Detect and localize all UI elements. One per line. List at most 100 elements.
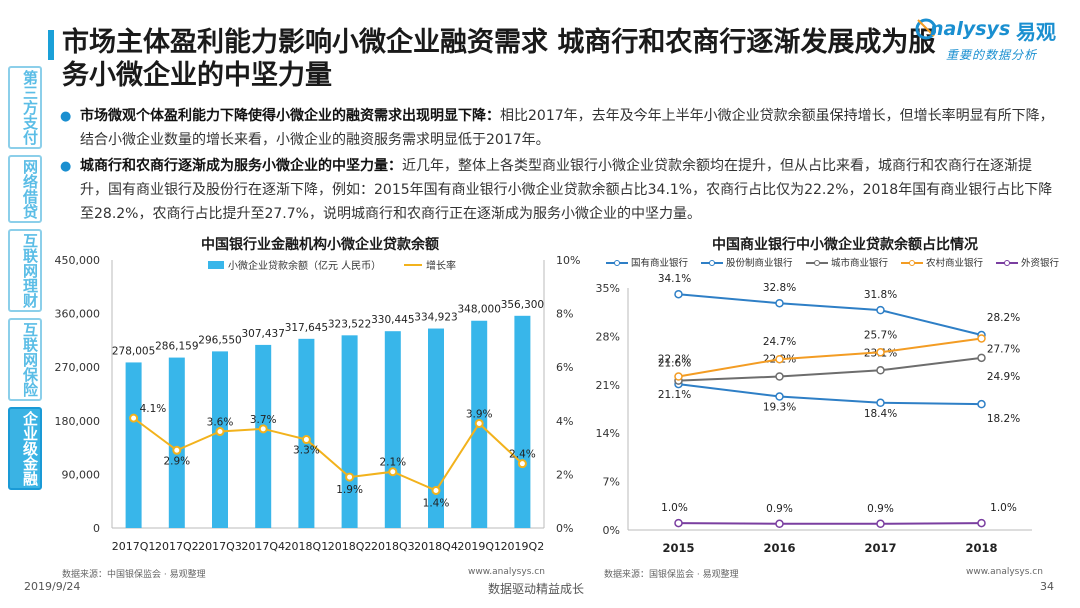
growth-point — [474, 418, 484, 428]
bullet-item: ● 城商行和农商行逐渐成为服务小微企业的中坚力量：近几年，整体上各类型商业银行小微… — [58, 154, 1058, 226]
bar-value-label: 317,645 — [285, 322, 328, 334]
y-tick-label: 7% — [603, 476, 620, 489]
series-value-label: 31.8% — [864, 289, 897, 301]
y-tick-label: 0% — [603, 524, 620, 537]
bullet-heading: 市场微观个体盈利能力下降使得小微企业的融资需求出现明显下降： — [80, 108, 500, 124]
y-tick-label: 270,000 — [55, 361, 101, 374]
series-point — [977, 518, 986, 528]
growth-line — [133, 417, 524, 492]
x-tick-label: 2018 — [965, 541, 997, 555]
legend-marker — [1004, 260, 1010, 266]
growth-value-label: 1.4% — [423, 497, 450, 509]
bar-value-label: 323,522 — [328, 318, 371, 330]
bullet-item: ● 市场微观个体盈利能力下降使得小微企业的融资需求出现明显下降：相比2017年，去… — [58, 104, 1058, 152]
logo-slogan: 重要的数据分析 — [946, 48, 1038, 62]
legend-label: 外资银行 — [1021, 257, 1060, 269]
series-value-label: 22.2% — [658, 354, 691, 366]
x-tick-label: 2017Q4 — [241, 540, 285, 553]
chart2-title: 中国商业银行中小微企业贷款余额占比情况 — [712, 237, 978, 253]
legend-line-label: 增长率 — [426, 259, 456, 272]
legend-label: 农村商业银行 — [926, 257, 984, 269]
series-value-label: 21.6% — [658, 358, 691, 370]
y-tick-label: 360,000 — [55, 308, 101, 321]
bar — [212, 351, 228, 528]
series-value-label: 1.0% — [661, 502, 688, 514]
y-tick-label: 90,000 — [62, 468, 101, 481]
bar — [255, 344, 272, 528]
legend-marker — [909, 260, 915, 266]
growth-point — [215, 427, 225, 437]
sidebar-item-4[interactable]: 企业级金融 — [8, 407, 42, 490]
legend-label: 国有商业银行 — [631, 257, 689, 269]
legend-bar-swatch — [208, 261, 224, 269]
footer-date: 2019/9/24 — [24, 580, 81, 593]
y-tick-label: 0 — [93, 522, 100, 535]
y2-tick-label: 4% — [556, 415, 573, 428]
legend-label: 城市商业银行 — [831, 257, 889, 269]
growth-value-label: 3.9% — [466, 408, 493, 420]
y2-tick-label: 10% — [556, 254, 580, 267]
x-tick-label: 2017Q2 — [155, 540, 199, 553]
series-value-label: 1.0% — [990, 502, 1017, 514]
series-point — [674, 372, 683, 381]
series-point — [876, 305, 885, 315]
series-line — [678, 337, 982, 378]
bar — [168, 357, 185, 528]
x-tick-label: 2017Q3 — [198, 540, 242, 553]
x-tick-label: 2019Q1 — [457, 540, 501, 553]
y-tick-label: 35% — [596, 282, 620, 295]
growth-point — [388, 467, 398, 477]
y2-tick-label: 8% — [556, 308, 573, 321]
x-tick-label: 2017 — [864, 541, 896, 555]
growth-point — [301, 435, 311, 445]
series-point — [775, 372, 784, 381]
page-number: 34 — [1040, 580, 1054, 593]
series-value-label: 24.9% — [987, 371, 1020, 383]
growth-value-label: 3.6% — [207, 417, 234, 429]
series-value-label: 19.3% — [763, 402, 796, 414]
series-point — [876, 348, 885, 357]
series-point — [674, 518, 683, 528]
y-tick-label: 180,000 — [55, 415, 101, 428]
sidebar-item-3[interactable]: 互联网保险 — [8, 318, 42, 401]
bar-value-label: 296,550 — [198, 334, 241, 346]
series-value-label: 0.9% — [766, 503, 793, 515]
series-point — [775, 354, 784, 364]
growth-value-label: 2.9% — [163, 455, 190, 467]
chart2-site: www.analysys.cn — [966, 567, 1043, 577]
logo-brand-cn: 易观 — [1016, 20, 1056, 44]
x-tick-label: 2018Q4 — [414, 540, 458, 553]
x-tick-label: 2015 — [662, 541, 694, 555]
page-title: 市场主体盈利能力影响小微企业融资需求 城商行和农商行逐渐发展成为服务小微企业的中… — [62, 27, 936, 91]
y-tick-label: 21% — [596, 379, 620, 392]
x-tick-label: 2018Q1 — [285, 540, 329, 553]
chart1-site: www.analysys.cn — [468, 567, 545, 577]
series-point — [674, 289, 683, 299]
bullet-text: 相比2017年，去年及今年上半年小微企业贷款余额虽保持增长，但增长率明显有所下降… — [80, 108, 1054, 148]
series-value-label: 27.7% — [987, 343, 1020, 355]
logo: nalysys 易观 重要的数据分析 — [915, 14, 1070, 66]
growth-point — [431, 485, 441, 495]
sidebar-item-2[interactable]: 互联网理财 — [8, 229, 42, 312]
series-point — [977, 399, 986, 409]
legend-marker — [814, 260, 820, 266]
chart1-title: 中国银行业金融机构小微企业贷款余额 — [201, 237, 439, 253]
series-value-label: 21.1% — [658, 389, 691, 401]
logo-icon — [915, 18, 936, 40]
growth-point — [517, 459, 527, 469]
y-tick-label: 450,000 — [55, 254, 101, 267]
y2-tick-label: 2% — [556, 468, 573, 481]
bullet-heading: 城商行和农商行逐渐成为服务小微企业的中坚力量： — [80, 158, 402, 174]
sidebar-nav: 第三方支付网络借贷互联网理财互联网保险企业级金融 — [8, 66, 42, 496]
legend-marker — [709, 260, 715, 266]
series-value-label: 24.7% — [763, 336, 796, 348]
sidebar-item-1[interactable]: 网络借贷 — [8, 155, 42, 223]
bar-value-label: 278,005 — [112, 345, 155, 357]
logo-brand: nalysys — [930, 18, 1011, 40]
bar — [384, 331, 401, 528]
y-tick-label: 28% — [596, 330, 620, 343]
bullet-list: ● 市场微观个体盈利能力下降使得小微企业的融资需求出现明显下降：相比2017年，去… — [58, 104, 1058, 228]
series-line — [678, 383, 982, 406]
bullet-text: 近几年，整体上各类型商业银行小微企业贷款余额均在提升，但从占比来看，城商行和农商… — [80, 158, 1053, 222]
sidebar-item-0[interactable]: 第三方支付 — [8, 66, 42, 149]
